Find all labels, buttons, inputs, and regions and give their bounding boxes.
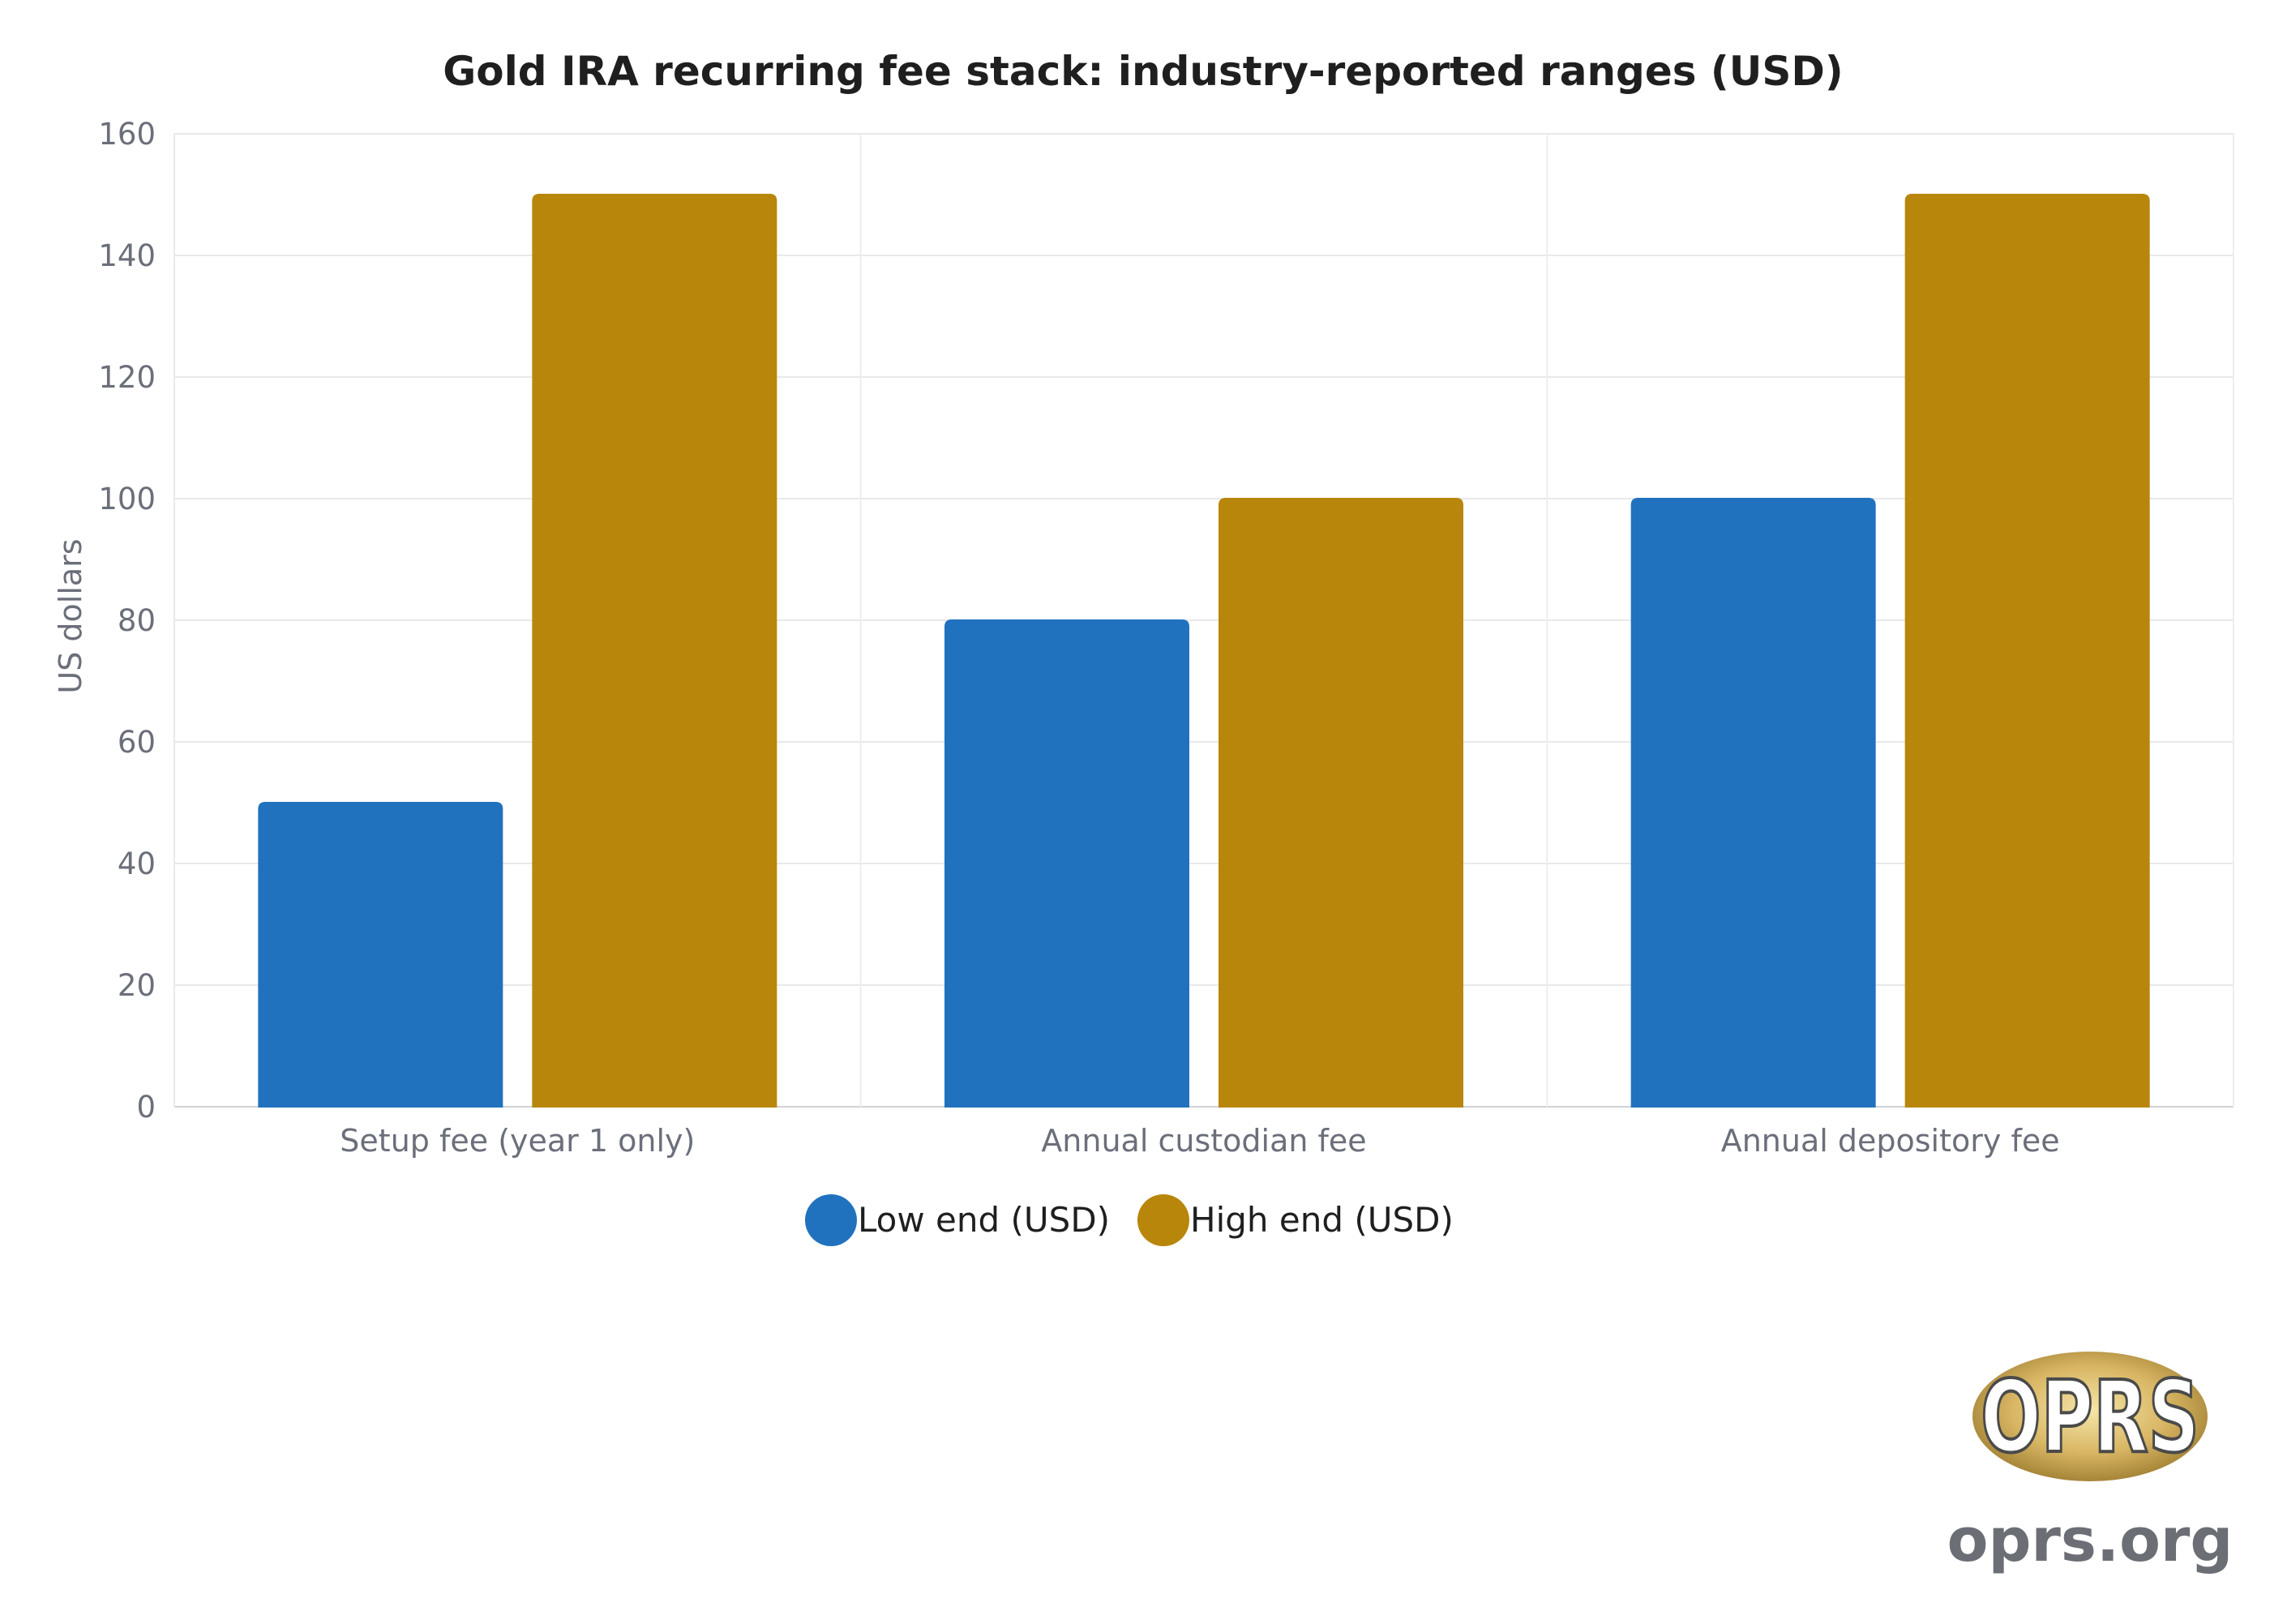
chart-title: Gold IRA recurring fee stack: industry-r… xyxy=(443,48,1844,95)
bars xyxy=(258,194,2150,1108)
y-axis-ticks: 0 20 40 60 80 100 120 140 160 xyxy=(98,117,156,1125)
y-tick-label: 0 xyxy=(136,1090,156,1125)
x-tick-label: Annual custodian fee xyxy=(1041,1123,1366,1159)
y-tick-label: 160 xyxy=(98,117,156,152)
bar xyxy=(1904,194,2150,1108)
x-axis-ticks: Setup fee (year 1 only) Annual custodian … xyxy=(340,1123,2059,1159)
gridlines xyxy=(173,133,2234,1108)
watermark-url: oprs.org xyxy=(1947,1506,2234,1575)
bar xyxy=(1219,498,1463,1108)
x-tick-label: Annual depository fee xyxy=(1721,1123,2060,1159)
y-tick-label: 80 xyxy=(118,603,156,638)
x-tick-label: Setup fee (year 1 only) xyxy=(340,1123,695,1159)
bar xyxy=(532,194,777,1108)
logo-gold-oval xyxy=(1972,1352,2208,1481)
legend: Low end (USD) High end (USD) xyxy=(805,1194,1454,1246)
y-tick-label: 120 xyxy=(98,360,156,395)
legend-swatch xyxy=(805,1194,857,1246)
bar xyxy=(944,619,1189,1108)
y-axis-label: US dollars xyxy=(53,538,88,693)
y-tick-label: 100 xyxy=(98,482,156,516)
y-tick-label: 140 xyxy=(98,238,156,273)
bar xyxy=(1630,498,1876,1108)
legend-swatch xyxy=(1137,1194,1189,1246)
legend-label: High end (USD) xyxy=(1190,1200,1454,1240)
y-tick-label: 60 xyxy=(118,725,156,760)
logo-text: OPRS xyxy=(1981,1360,2199,1475)
legend-label: Low end (USD) xyxy=(858,1200,1110,1240)
bar xyxy=(258,802,503,1108)
oprs-logo: OPRS xyxy=(1972,1352,2208,1481)
y-tick-label: 20 xyxy=(118,968,156,1003)
y-tick-label: 40 xyxy=(118,846,156,881)
